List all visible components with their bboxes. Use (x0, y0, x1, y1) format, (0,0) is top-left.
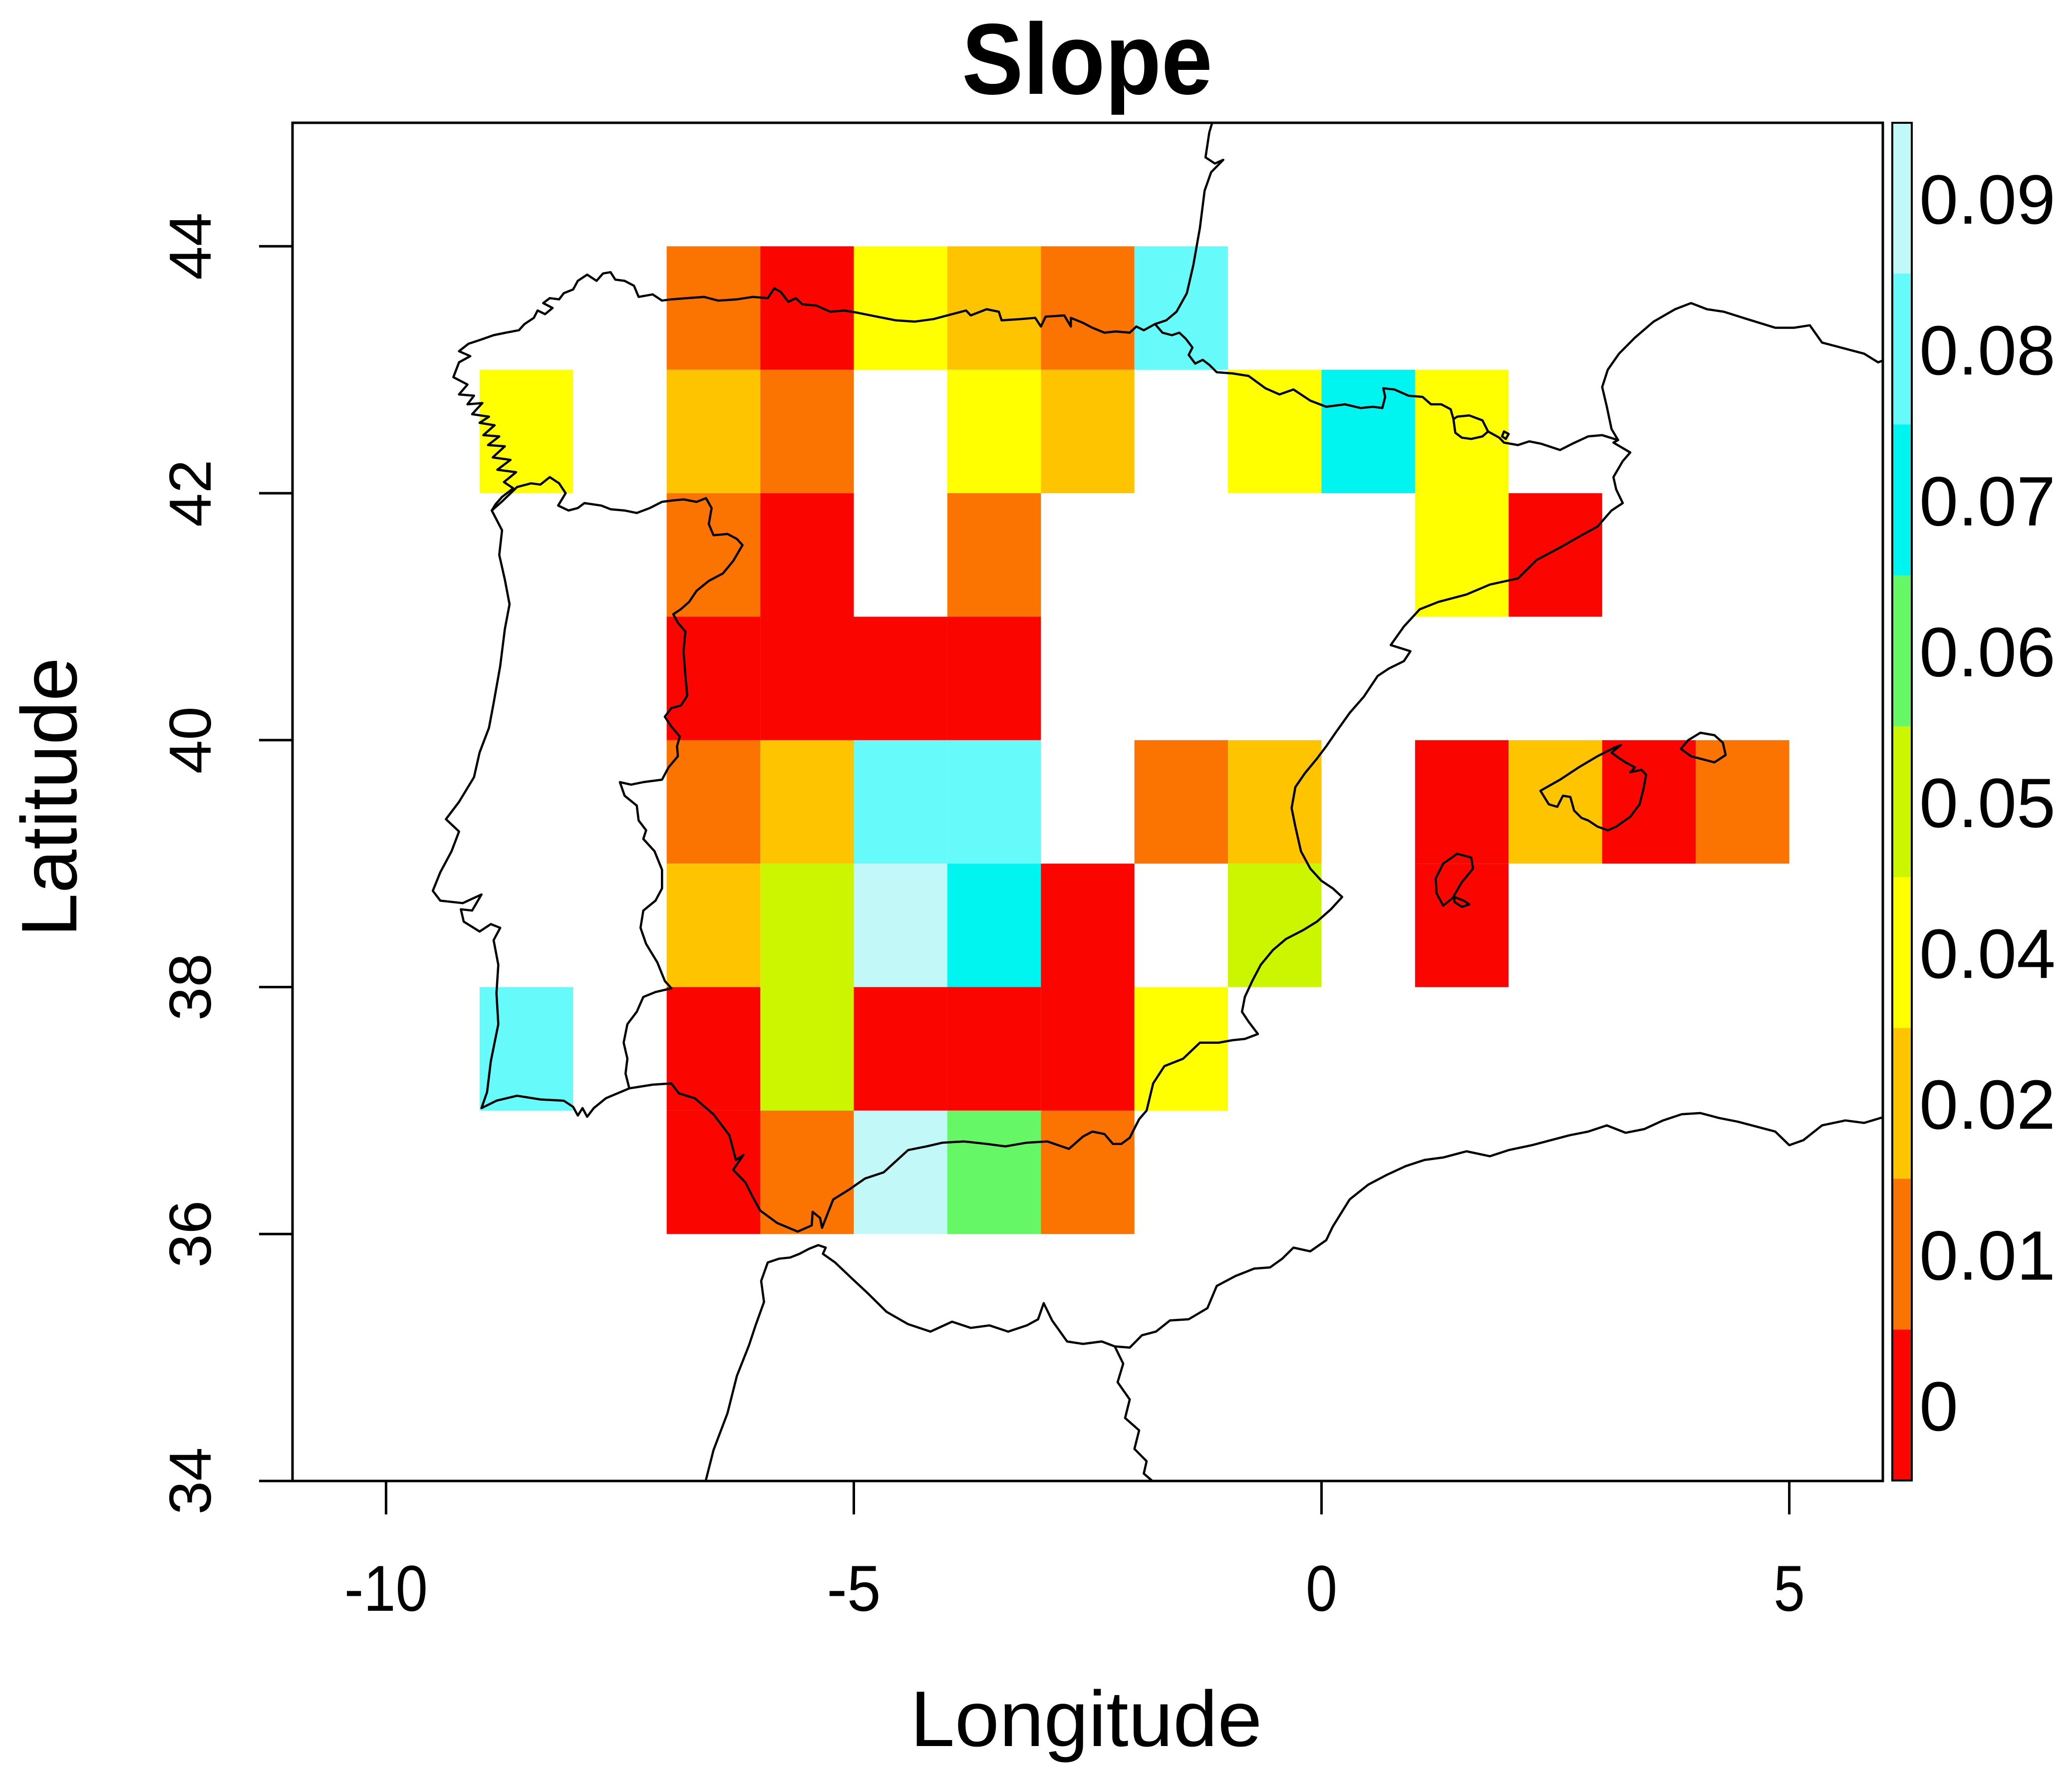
svg-text:40: 40 (157, 706, 224, 774)
svg-text:0: 0 (1919, 1367, 1958, 1446)
svg-text:Latitude: Latitude (5, 657, 93, 937)
svg-text:0.07: 0.07 (1919, 462, 2056, 541)
svg-text:0: 0 (1306, 1552, 1337, 1625)
svg-text:Slope: Slope (962, 2, 1212, 115)
svg-text:44: 44 (157, 213, 224, 280)
svg-text:0.09: 0.09 (1919, 160, 2056, 239)
svg-text:36: 36 (157, 1200, 224, 1268)
svg-text:0.05: 0.05 (1919, 764, 2056, 842)
svg-text:Longitude: Longitude (910, 1675, 1262, 1763)
svg-text:0.06: 0.06 (1919, 613, 2056, 691)
svg-text:42: 42 (157, 460, 224, 527)
svg-text:0.04: 0.04 (1919, 914, 2056, 993)
svg-text:34: 34 (157, 1448, 224, 1515)
svg-text:5: 5 (1774, 1552, 1805, 1625)
svg-text:-5: -5 (827, 1552, 881, 1625)
svg-text:0.08: 0.08 (1919, 311, 2056, 389)
svg-text:-10: -10 (344, 1552, 428, 1625)
svg-text:38: 38 (157, 953, 224, 1021)
svg-text:0.01: 0.01 (1919, 1216, 2056, 1295)
svg-text:0.02: 0.02 (1919, 1065, 2056, 1144)
